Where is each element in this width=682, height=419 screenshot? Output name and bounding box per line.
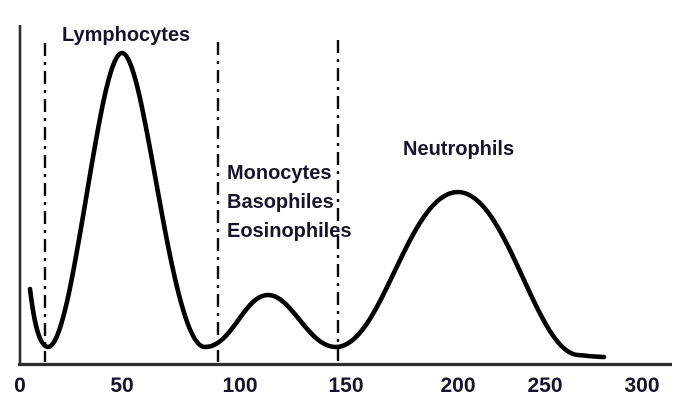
distribution-curve: [27, 50, 607, 360]
x-tick-50: 50: [110, 374, 134, 397]
x-tick-200: 200: [440, 374, 476, 397]
label-lymphocytes: Lymphocytes: [62, 24, 191, 46]
label-neutrophils: Neutrophils: [403, 138, 515, 160]
label-monocytes-basophiles-eosinophiles: Monocytes Basophiles Eosinophiles: [227, 163, 351, 250]
label-eosinophiles: Eosinophiles: [227, 220, 352, 242]
x-tick-150: 150: [328, 374, 364, 397]
x-tick-300: 300: [624, 374, 660, 397]
x-tick-100: 100: [222, 374, 258, 397]
label-basophiles: Basophiles: [227, 191, 334, 213]
label-monocytes: Monocytes: [227, 162, 332, 184]
x-tick-0: 0: [14, 374, 26, 397]
x-tick-250: 250: [527, 374, 563, 397]
